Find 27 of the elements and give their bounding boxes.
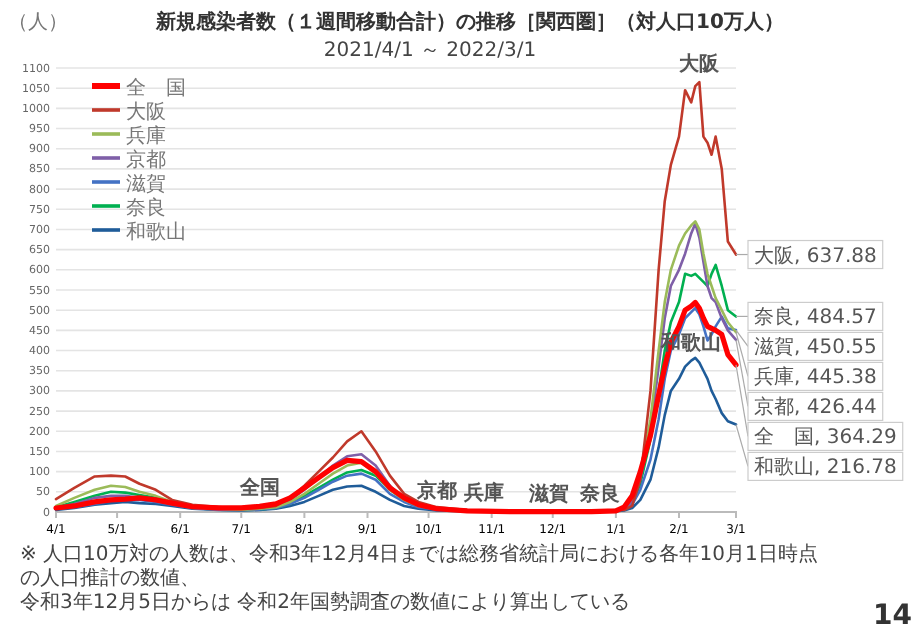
annotation: 京都: [414, 478, 457, 503]
legend-label: 京都: [126, 148, 166, 172]
chart-title: 新規感染者数（１週間移動合計）の推移［関西圏］（対人口10万人）: [154, 10, 784, 34]
annotation: 全 国, 364.29: [754, 425, 897, 450]
annotation: 奈良: [577, 481, 620, 506]
annotation: 兵庫, 445.38: [754, 365, 877, 390]
y-axis-title: （人）: [8, 12, 68, 34]
legend-label: 全 国: [126, 76, 186, 100]
annotation: 奈良, 484.57: [754, 305, 877, 330]
text: 令和3年12月5日からは 令和2年国勢調査の数値により算出している: [20, 590, 630, 614]
text: 14: [873, 600, 913, 632]
annotation: 和歌山: [659, 330, 722, 355]
annotation: 大阪, 637.88: [754, 243, 877, 268]
legend-label: 兵庫: [126, 124, 166, 148]
annotation: 京都, 426.44: [754, 395, 877, 420]
annotation: 全国: [237, 476, 280, 501]
annotation: 大阪: [677, 52, 722, 77]
legend-label: 奈良: [126, 196, 166, 220]
legend-label: 和歌山: [126, 220, 186, 244]
annotation: 滋賀: [526, 481, 569, 506]
annotation: 和歌山, 216.78: [754, 455, 897, 480]
chart-subtitle: 2021/4/1 ～ 2022/3/1: [323, 40, 537, 62]
annotation: 兵庫: [461, 480, 504, 505]
text: ※ 人口10万対の人数は、令和3年12月4日までは総務省統計局における各年10月1日時点の人口推計の数値、: [20, 542, 818, 590]
annotation: 滋賀, 450.55: [754, 335, 877, 360]
legend-label: 滋賀: [126, 172, 166, 196]
legend-label: 大阪: [126, 100, 166, 124]
